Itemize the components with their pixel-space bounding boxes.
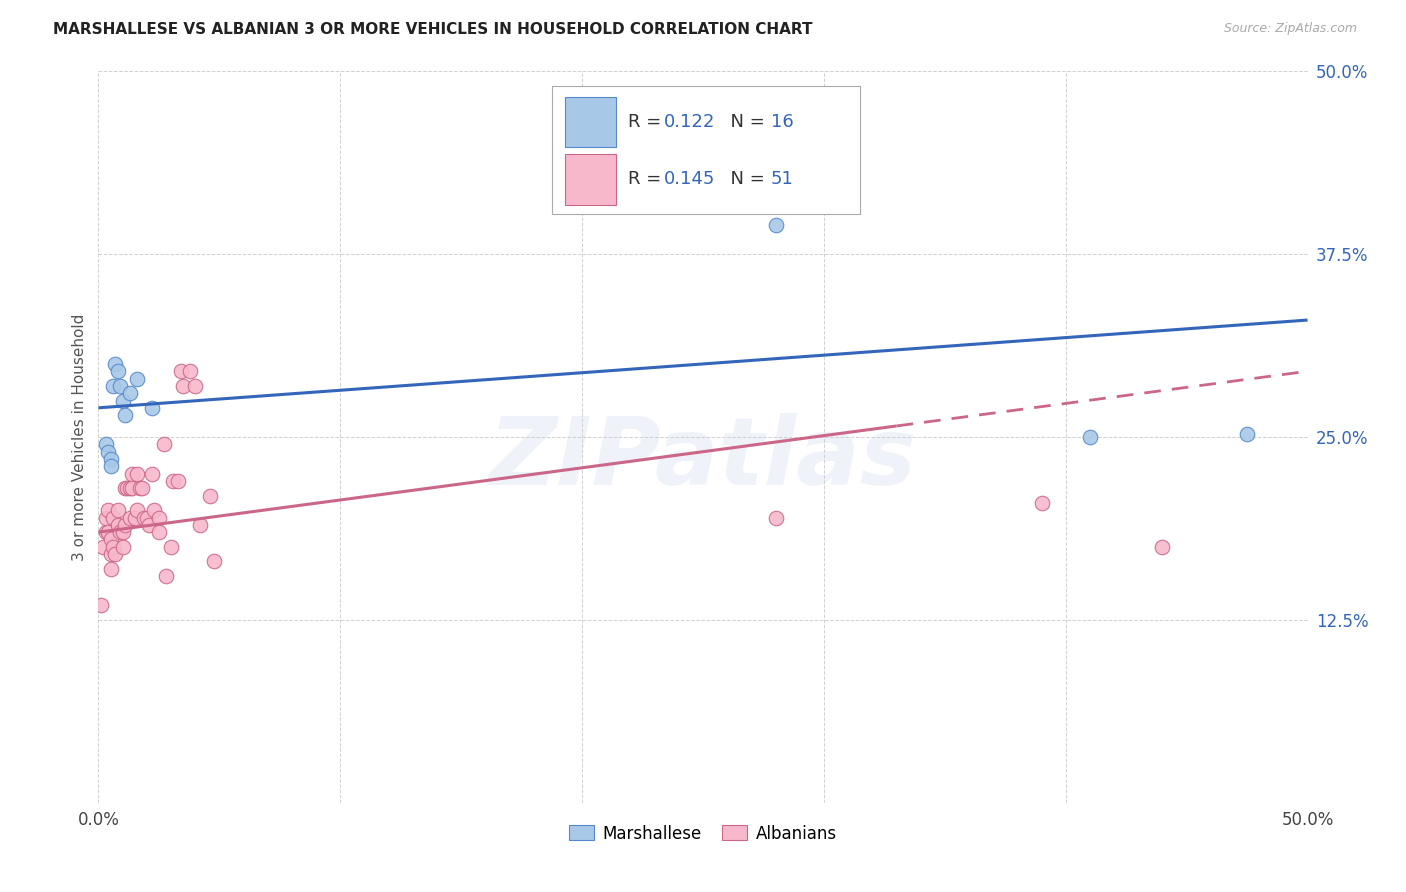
Point bbox=[1031, 496, 1053, 510]
Point bbox=[118, 386, 141, 401]
Y-axis label: 3 or more Vehicles in Household: 3 or more Vehicles in Household bbox=[72, 313, 87, 561]
Point bbox=[184, 379, 207, 393]
Point bbox=[97, 503, 120, 517]
Point bbox=[134, 510, 156, 524]
Point bbox=[97, 525, 120, 540]
Point bbox=[765, 218, 787, 232]
Point bbox=[117, 481, 139, 495]
Legend: Marshallese, Albanians: Marshallese, Albanians bbox=[562, 818, 844, 849]
Point bbox=[118, 481, 141, 495]
Point bbox=[152, 437, 174, 451]
Point bbox=[111, 540, 134, 554]
Text: 16: 16 bbox=[770, 112, 793, 131]
Point bbox=[104, 357, 127, 371]
FancyBboxPatch shape bbox=[565, 154, 616, 204]
Point bbox=[97, 444, 120, 458]
Point bbox=[141, 401, 163, 415]
Point bbox=[100, 459, 122, 474]
Point bbox=[131, 481, 153, 495]
Point bbox=[100, 547, 122, 561]
Point bbox=[111, 393, 134, 408]
FancyBboxPatch shape bbox=[551, 86, 860, 214]
Point bbox=[114, 517, 136, 532]
Text: ZIPatlas: ZIPatlas bbox=[489, 413, 917, 505]
Point bbox=[101, 540, 124, 554]
Point bbox=[1152, 540, 1174, 554]
Point bbox=[101, 379, 124, 393]
Point bbox=[128, 481, 150, 495]
Point bbox=[124, 510, 146, 524]
Point bbox=[107, 517, 129, 532]
Text: R =: R = bbox=[628, 170, 666, 188]
Text: MARSHALLESE VS ALBANIAN 3 OR MORE VEHICLES IN HOUSEHOLD CORRELATION CHART: MARSHALLESE VS ALBANIAN 3 OR MORE VEHICL… bbox=[53, 22, 813, 37]
Point bbox=[91, 540, 114, 554]
Point bbox=[104, 547, 127, 561]
Point bbox=[204, 554, 226, 568]
Text: N =: N = bbox=[718, 112, 770, 131]
Point bbox=[108, 525, 131, 540]
FancyBboxPatch shape bbox=[565, 96, 616, 147]
Point bbox=[141, 467, 163, 481]
Point bbox=[121, 467, 143, 481]
Point bbox=[172, 379, 194, 393]
Point bbox=[100, 452, 122, 467]
Point bbox=[94, 437, 117, 451]
Text: N =: N = bbox=[718, 170, 770, 188]
Point bbox=[111, 525, 134, 540]
Point bbox=[101, 510, 124, 524]
Point bbox=[765, 510, 787, 524]
Point bbox=[155, 569, 177, 583]
Point bbox=[100, 533, 122, 547]
Point bbox=[127, 371, 149, 385]
Point bbox=[188, 517, 211, 532]
Point bbox=[107, 364, 129, 378]
Point bbox=[114, 481, 136, 495]
Point bbox=[118, 510, 141, 524]
Point bbox=[121, 481, 143, 495]
Point bbox=[1078, 430, 1101, 444]
Point bbox=[179, 364, 201, 378]
Point bbox=[198, 489, 221, 503]
Point bbox=[160, 540, 183, 554]
Point bbox=[127, 467, 149, 481]
Text: 51: 51 bbox=[770, 170, 793, 188]
Point bbox=[114, 408, 136, 422]
Text: R =: R = bbox=[628, 112, 666, 131]
Point bbox=[135, 510, 157, 524]
Point bbox=[148, 510, 170, 524]
Point bbox=[94, 525, 117, 540]
Point bbox=[107, 503, 129, 517]
Point bbox=[167, 474, 190, 488]
Text: Source: ZipAtlas.com: Source: ZipAtlas.com bbox=[1223, 22, 1357, 36]
Point bbox=[162, 474, 184, 488]
Point bbox=[100, 562, 122, 576]
Point bbox=[169, 364, 191, 378]
Point bbox=[127, 503, 149, 517]
Point bbox=[148, 525, 170, 540]
Point bbox=[138, 517, 160, 532]
Point bbox=[108, 379, 131, 393]
Point bbox=[1236, 427, 1258, 442]
Point bbox=[94, 510, 117, 524]
Point bbox=[90, 599, 112, 613]
Point bbox=[143, 503, 166, 517]
Text: 0.145: 0.145 bbox=[664, 170, 716, 188]
Text: 0.122: 0.122 bbox=[664, 112, 716, 131]
